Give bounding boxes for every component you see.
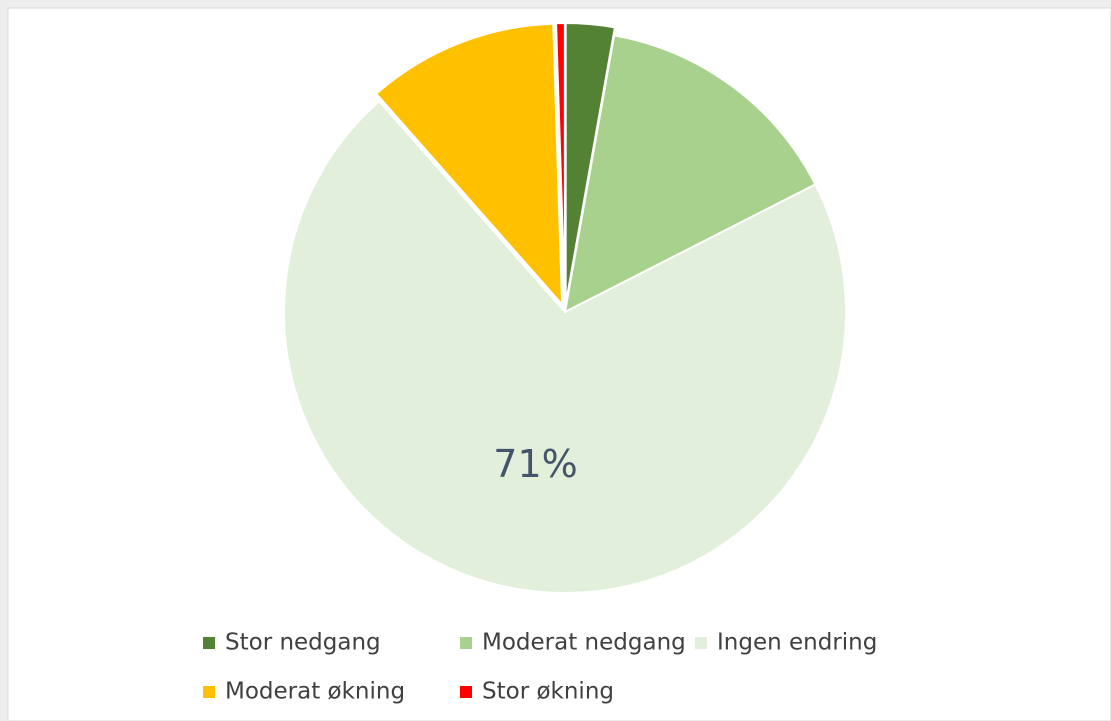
pie-slice bbox=[563, 34, 817, 314]
legend-swatch bbox=[203, 637, 215, 649]
pie-slice bbox=[555, 22, 566, 305]
pie-slice bbox=[374, 22, 564, 308]
legend-label: Moderat økning bbox=[225, 679, 405, 705]
legend-label: Stor nedgang bbox=[225, 630, 381, 656]
legend-swatch bbox=[203, 686, 215, 698]
legend-swatch bbox=[695, 637, 707, 649]
legend-label: Ingen endring bbox=[717, 630, 877, 656]
data-label: 71% bbox=[493, 442, 577, 486]
legend-swatch bbox=[460, 686, 472, 698]
legend-label: Stor økning bbox=[482, 679, 614, 705]
legend-swatch bbox=[460, 637, 472, 649]
legend-label: Moderat nedgang bbox=[482, 630, 686, 656]
pie-slice bbox=[283, 99, 847, 594]
